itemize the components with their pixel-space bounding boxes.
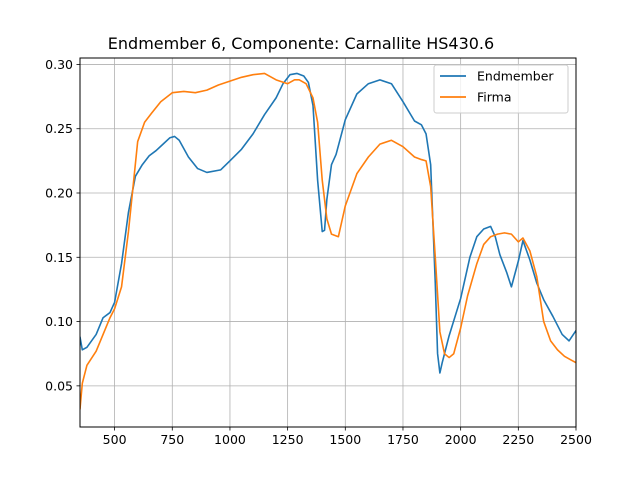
y-tick-label: 0.30 (45, 57, 73, 72)
x-tick-label: 500 (103, 432, 127, 447)
chart-title: Endmember 6, Componente: Carnallite HS43… (108, 34, 494, 53)
legend: Endmember Firma (433, 64, 569, 114)
x-tick-label: 2250 (502, 432, 534, 447)
x-tick-label: 2000 (445, 432, 477, 447)
axis-ticks: 500 750 1000 1250 1500 1750 2000 2250 2500 0.05 0.… (45, 57, 592, 447)
y-tick-label: 0.20 (45, 186, 73, 201)
x-tick-label: 1500 (329, 432, 361, 447)
x-tick-label: 1000 (214, 432, 246, 447)
series-line-endmember (80, 72, 576, 374)
series-lines (80, 72, 576, 410)
x-tick-label: 750 (160, 432, 184, 447)
legend-label-endmember: Endmember (477, 69, 554, 84)
x-tick-label: 1250 (272, 432, 304, 447)
series-line-firma (80, 72, 576, 410)
legend-box (433, 64, 569, 114)
y-tick-label: 0.25 (45, 121, 73, 136)
x-tick-label: 2500 (560, 432, 592, 447)
y-tick-label: 0.15 (45, 250, 73, 265)
y-tick-label: 0.10 (45, 314, 73, 329)
legend-label-firma: Firma (477, 90, 512, 105)
plot-frame (79, 57, 577, 428)
y-tick-label: 0.05 (45, 378, 73, 393)
x-tick-label: 1750 (387, 432, 419, 447)
